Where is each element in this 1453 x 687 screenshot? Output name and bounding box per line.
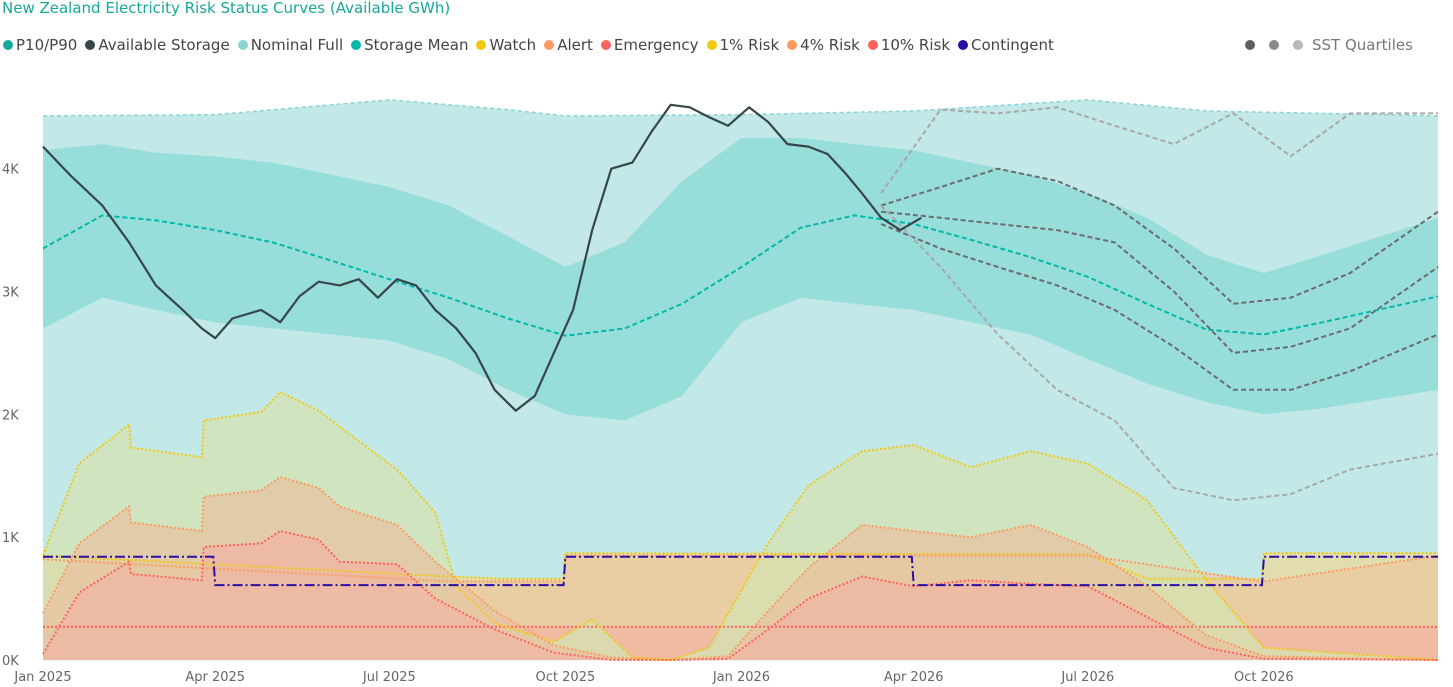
legend-label: Watch [489,36,537,54]
y-tick-label: 3K [2,286,19,301]
p10-p90-band [43,138,1438,421]
sst-quartile-line [880,204,1439,502]
x-tick-label: Oct 2026 [1234,670,1294,685]
legend-label: Contingent [971,36,1054,54]
available-storage-line [42,103,922,412]
legend-marker [867,40,878,50]
legend-label: Alert [557,36,593,54]
y-tick-label: 2K [2,408,19,423]
legend-item[interactable]: 4% Risk [787,36,860,54]
legend[interactable]: P10/P90 Available Storage Nominal Full Stor… [3,36,1062,54]
legend-label: 10% Risk [880,36,951,54]
legend-marker [351,40,362,50]
legend-marker [237,40,248,50]
sst-quartile-line [880,223,1439,391]
risk-10pct-line [42,529,1439,661]
legend-item[interactable]: Alert [544,36,593,54]
y-tick-label: 1K [2,531,19,546]
sst-quartile-line [880,167,1439,305]
legend-label: Storage Mean [364,36,469,54]
y-tick-label: 0K [2,654,19,669]
chart-title: New Zealand Electricity Risk Status Curv… [2,0,451,17]
x-tick-label: Oct 2025 [536,670,596,685]
legend-marker [544,40,555,50]
legend-marker [600,40,611,50]
sst-legend[interactable]: SST Quartiles [1245,36,1413,54]
legend-item[interactable]: Contingent [958,36,1054,54]
legend-item[interactable]: P10/P90 [3,36,77,54]
legend-item[interactable]: 1% Risk [706,36,780,54]
sst-dot-3 [1293,40,1303,50]
legend-item[interactable]: Storage Mean [351,36,468,54]
legend-item[interactable]: Nominal Full [237,36,344,54]
legend-item[interactable]: Available Storage [85,36,230,54]
y-tick-label: 4K [2,163,19,178]
x-tick-label: Apr 2026 [884,670,944,685]
sst-quartile-line [880,210,1439,354]
nominal-full-line [42,99,1439,117]
legend-marker [3,40,13,50]
risk-4pct-line [42,475,1439,662]
legend-label: Available Storage [98,36,230,54]
legend-label: 4% Risk [800,36,860,54]
x-tick-label: Apr 2025 [185,670,245,685]
x-tick-label: Jul 2026 [1060,670,1114,685]
sst-legend-label: SST Quartiles [1312,36,1413,54]
legend-label: Nominal Full [250,36,344,54]
legend-item[interactable]: Watch [476,36,536,54]
legend-marker [85,40,96,50]
legend-label: 1% Risk [719,36,780,54]
sst-dot-2 [1269,40,1279,50]
x-tick-label: Jul 2025 [362,670,416,685]
x-tick-label: Jan 2026 [712,670,770,685]
legend-item[interactable]: Emergency [600,36,699,54]
legend-item[interactable]: 10% Risk [867,36,951,54]
legend-marker [787,40,798,50]
sst-dot-1 [1245,40,1255,50]
legend-label: P10/P90 [16,36,78,54]
legend-marker [476,40,487,50]
storage-mean-line [42,214,1439,337]
contingent-line [43,555,1438,587]
legend-marker [706,40,717,50]
x-tick-label: Jan 2025 [13,670,71,685]
alert-line [42,554,1439,583]
sst-quartile-line [880,106,1438,194]
legend-label: Emergency [613,36,699,54]
legend-marker [958,40,969,50]
